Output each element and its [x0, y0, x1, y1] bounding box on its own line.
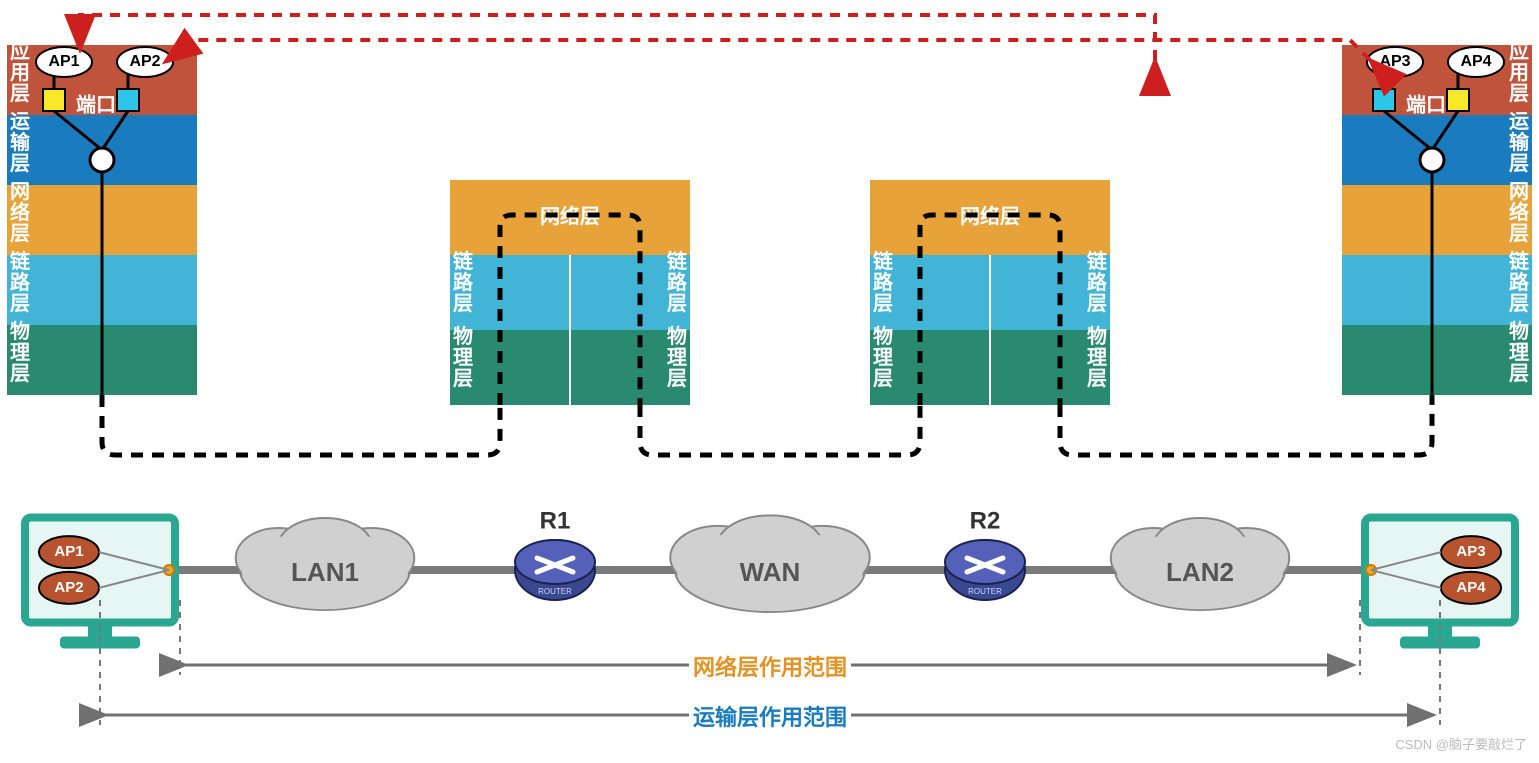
r1-lr: 物理层 — [667, 324, 687, 390]
r2-lr: 链路层 — [1087, 249, 1108, 315]
left-ap-a-label: AP1 — [48, 53, 79, 70]
r2-lr: 物理层 — [1087, 324, 1107, 390]
router-R2-sub: ROUTER — [968, 587, 1002, 596]
monitor-left-ap1-label: AP1 — [54, 543, 83, 560]
right-port-2 — [1447, 89, 1469, 111]
layer-label-network: 网络层 — [10, 181, 30, 245]
scope-label-scope_trans: 运输层作用范围 — [693, 705, 847, 730]
left-ap-b-label: AP2 — [129, 53, 160, 70]
layer-label-physical: 物理层 — [1509, 319, 1529, 385]
red-dashed-2 — [165, 40, 1370, 62]
r2-ll: 链路层 — [873, 249, 894, 315]
left-port-1 — [43, 89, 65, 111]
monitor-left — [25, 518, 175, 623]
monitor-right-ap1-label: AP3 — [1456, 543, 1485, 560]
cloud-LAN2-label: LAN2 — [1166, 557, 1234, 587]
router-R1-top — [515, 540, 595, 584]
diagram-canvas: 应用层运输层网络层链路层物理层 应用层运输层网络层链路层物理层 AP1 AP2 端口 AP… — [0, 0, 1539, 763]
right-ap-a-label: AP3 — [1379, 53, 1410, 70]
layer-label-transport: 运输层 — [10, 110, 31, 175]
right-mux — [1420, 148, 1444, 172]
watermark: CSDN @脑子要敲烂了 — [1395, 734, 1527, 753]
left-port-2 — [117, 89, 139, 111]
layer-label-application: 应用层 — [1509, 39, 1529, 105]
r1-ll: 物理层 — [453, 324, 473, 390]
right-port-1 — [1373, 89, 1395, 111]
layer-label-application: 应用层 — [10, 39, 30, 105]
layer-physical — [1342, 325, 1532, 395]
left-port-label: 端口 — [76, 93, 116, 116]
r1-lr: 链路层 — [667, 249, 688, 315]
router-R1-label: R1 — [540, 507, 571, 534]
layer-label-link: 链路层 — [1509, 249, 1530, 315]
red-dashed-1 — [80, 15, 1155, 60]
layer-label-transport: 运输层 — [1509, 110, 1530, 175]
monitor-right-ap2-label: AP4 — [1456, 579, 1486, 596]
r1-ll: 链路层 — [453, 249, 474, 315]
scope-label-scope_net: 网络层作用范围 — [693, 655, 847, 680]
layer-label-link: 链路层 — [10, 249, 31, 315]
right-ap-b-label: AP4 — [1460, 53, 1491, 70]
router-R1-sub: ROUTER — [538, 587, 572, 596]
monitor-right — [1365, 518, 1515, 623]
r2-ll: 物理层 — [873, 324, 893, 390]
layer-label-network: 网络层 — [1509, 181, 1529, 245]
layer-network — [1342, 185, 1532, 255]
left-mux — [90, 148, 114, 172]
layer-link — [1342, 255, 1532, 325]
cloud-LAN1-label: LAN1 — [291, 557, 359, 587]
black-dashed-path — [102, 395, 1432, 455]
router-R2-label: R2 — [970, 507, 1001, 534]
cloud-WAN-label: WAN — [740, 557, 801, 587]
monitor-left-ap2-label: AP2 — [54, 579, 83, 596]
right-port-label: 端口 — [1406, 93, 1446, 116]
router-R2-top — [945, 540, 1025, 584]
layer-label-physical: 物理层 — [10, 319, 30, 385]
